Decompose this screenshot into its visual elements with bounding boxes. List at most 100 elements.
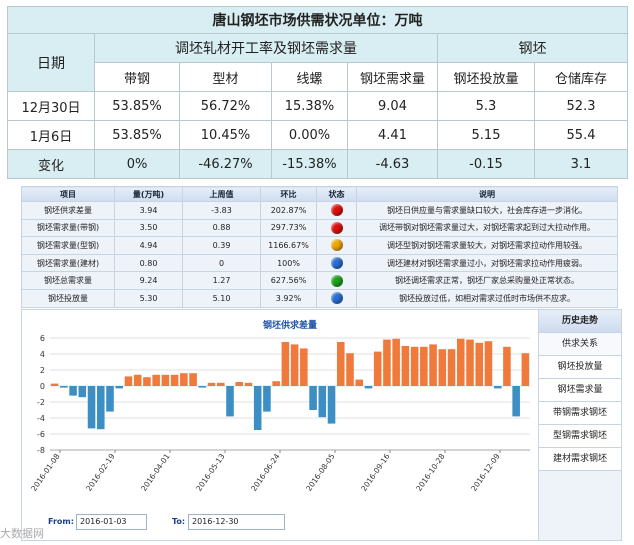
bar — [216, 382, 225, 386]
indicator-row: 钢坯供求差量 3.94 -3.83 202.87% 钢坯日供应量与需求量缺口较大… — [21, 201, 618, 220]
row-cell: -4.63 — [347, 149, 438, 179]
group-header-billet: 钢坯 — [436, 33, 629, 63]
x-tick-label: 2016-05-13 — [194, 452, 227, 493]
indicator-row: 钢坯需求量(带钢) 3.50 0.88 297.73% 调坯带钢对钢坯需求量过大… — [21, 218, 618, 238]
bar — [373, 351, 382, 386]
bar — [189, 373, 197, 386]
sidebar-item-3[interactable]: 钢坯需求量 — [539, 379, 621, 402]
row-cell: 5.15 — [437, 120, 535, 150]
subheader: 型材 — [179, 62, 272, 92]
col-header: 项目 — [21, 186, 115, 202]
x-tick-label: 2016-12-09 — [469, 452, 502, 493]
bar — [226, 386, 234, 417]
bar — [309, 386, 317, 410]
col-header: 状态 — [316, 186, 357, 202]
bar — [466, 339, 474, 386]
item-prev: 0 — [182, 253, 261, 273]
bar — [484, 341, 493, 386]
row-cell: 55.4 — [533, 120, 629, 150]
y-tick-label: 4 — [40, 350, 45, 359]
bar — [235, 382, 244, 386]
bar — [124, 376, 133, 386]
sidebar-item-5[interactable]: 型钢需求钢坯 — [539, 425, 621, 448]
row-cell: 15.38% — [271, 91, 348, 121]
row-cell: 53.85% — [94, 91, 180, 121]
y-tick-label: -6 — [37, 430, 45, 439]
col-header: 说明 — [356, 186, 618, 202]
subheader: 仓储库存 — [533, 62, 629, 92]
indicator-row: 钢坯需求量(型钢) 4.94 0.39 1166.67% 调坯型钢对钢坯需求量较… — [21, 236, 618, 255]
row-cell: 4.41 — [347, 120, 438, 150]
row-cell: 0.00% — [271, 120, 348, 150]
x-tick-label: 2016-06-24 — [249, 452, 282, 493]
bar — [143, 377, 151, 386]
item-ratio: 297.73% — [260, 218, 317, 238]
row-cell: 10.45% — [179, 120, 272, 150]
table-row: 变化 0% -46.27% -15.38% -4.63 -0.15 3.1 — [7, 149, 629, 179]
bar — [327, 386, 336, 424]
bar — [69, 386, 77, 396]
from-label: From: — [48, 517, 74, 526]
sidebar-item-4[interactable]: 带钢需求钢坯 — [539, 402, 621, 425]
row-cell: 3.1 — [533, 149, 629, 179]
row-cell: 53.85% — [94, 120, 180, 150]
sidebar-item-1[interactable]: 供求关系 — [539, 333, 621, 356]
indicator-row: 钢坯需求量(建材) 0.80 0 100% 调坯建材对钢坯需求量过小，对钢坯需求… — [21, 253, 618, 273]
sidebar-item-6[interactable]: 建材需求钢坯 — [539, 448, 621, 471]
y-tick-label: 2 — [40, 366, 45, 375]
bar — [50, 383, 59, 386]
subheader: 钢坯需求量 — [347, 62, 438, 92]
item-prev: 0.88 — [182, 218, 261, 238]
item-prev: 1.27 — [182, 271, 261, 290]
x-tick-label: 2016-08-05 — [304, 452, 337, 493]
bar — [87, 386, 96, 429]
item-status — [316, 236, 357, 255]
item-status — [316, 271, 357, 290]
bar — [161, 374, 170, 386]
bar — [263, 386, 271, 412]
bar — [456, 338, 465, 386]
x-tick-label: 2016-01-08 — [29, 452, 62, 493]
item-note: 调坯建材对钢坯需求量过小，对钢坯需求拉动作用疲弱。 — [356, 253, 618, 273]
date-header: 日期 — [7, 33, 95, 92]
bar — [115, 386, 124, 389]
bar — [336, 342, 345, 386]
subheader: 钢坯投放量 — [437, 62, 535, 92]
row-cell: 52.3 — [533, 91, 629, 121]
status-yellow-icon — [330, 239, 343, 252]
x-tick-label: 2016-02-19 — [84, 452, 117, 493]
item-qty: 4.94 — [114, 236, 183, 255]
row-date: 1月6日 — [7, 120, 95, 150]
bar — [410, 346, 419, 386]
bar — [253, 386, 262, 430]
bar — [60, 386, 68, 388]
item-qty: 9.24 — [114, 271, 183, 290]
item-name: 钢坯投放量 — [21, 288, 115, 308]
table-row: 1月6日 53.85% 10.45% 0.00% 4.41 5.15 55.4 — [7, 120, 629, 150]
row-date: 12月30日 — [7, 91, 95, 121]
to-date-input[interactable]: 2016-12-30 — [188, 514, 285, 530]
bar — [521, 353, 530, 386]
indicator-table: 项目 量(万吨) 上周值 环比 状态 说明 钢坯供求差量 3.94 -3.83 … — [21, 186, 618, 308]
item-note: 调坯带钢对钢坯需求量过大，对钢坯需求起到过大拉动作用。 — [356, 218, 618, 238]
bar — [78, 386, 87, 398]
y-tick-label: -2 — [37, 398, 45, 407]
bar — [346, 353, 354, 386]
sidebar-item-2[interactable]: 钢坯投放量 — [539, 356, 621, 379]
item-ratio: 627.56% — [260, 271, 317, 290]
bar-chart: 钢坯供求差量 -8 -6 -4 -2 0 2 4 6 2016-01-08 2016-02-19 20… — [29, 319, 530, 493]
bar — [392, 338, 400, 386]
history-sidebar: 历史走势 供求关系 钢坯投放量 钢坯需求量 带钢需求钢坯 型钢需求钢坯 建材需求钢坯 — [538, 309, 622, 541]
item-status — [316, 218, 357, 238]
watermark: 大数据网 — [0, 527, 44, 540]
bar — [318, 386, 327, 418]
bar — [106, 386, 114, 412]
group-header-rolling: 调坯轧材开工率及钢坯需求量 — [94, 33, 438, 63]
bar — [429, 344, 437, 386]
subheader: 线螺 — [271, 62, 348, 92]
subheader: 带钢 — [94, 62, 180, 92]
bar — [244, 382, 253, 386]
indicator-row: 钢坯投放量 5.30 5.10 3.92% 钢坯投放过低，如相对需求过低时市场供… — [21, 288, 618, 308]
row-cell: 56.72% — [179, 91, 272, 121]
from-date-input[interactable]: 2016-01-03 — [76, 514, 147, 530]
